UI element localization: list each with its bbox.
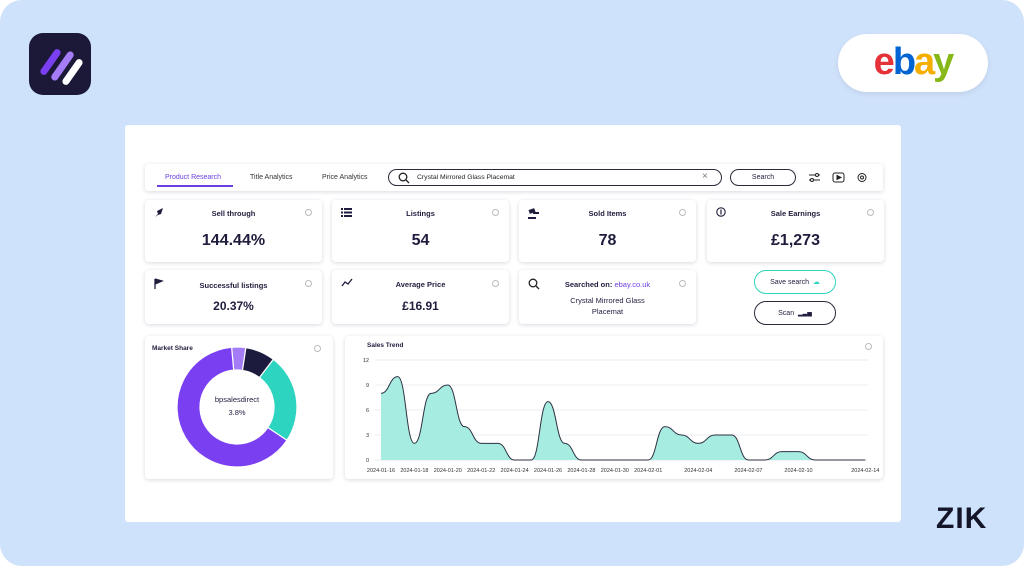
app-logo [29, 33, 91, 95]
stat-value: £1,273 [771, 232, 820, 249]
tab[interactable]: Title Analytics [250, 174, 293, 181]
searched-on: Searched on: ebay.co.uk [519, 280, 696, 289]
x-tick-label: 2024-02-10 [784, 468, 812, 474]
x-tick-label: 2024-01-16 [367, 468, 395, 474]
info-icon[interactable] [314, 345, 321, 352]
gavel-icon [528, 208, 539, 219]
search-icon [528, 278, 540, 290]
rocket-icon [155, 208, 163, 217]
stat-card: Average Price £16.91 [332, 270, 509, 324]
chart-title: Market Share [152, 345, 193, 352]
stat-label: Successful listings [199, 281, 268, 290]
searched-on-label: Searched on: [564, 280, 613, 289]
partner-name: ebay [874, 41, 955, 83]
search-box[interactable]: Crystal Mirrored Glass Placemat × [388, 169, 722, 186]
center-value: 3.8% [228, 408, 245, 417]
x-tick-label: 2024-02-14 [851, 468, 879, 474]
x-tick-label: 2024-01-26 [534, 468, 562, 474]
letter: e [874, 41, 894, 83]
center-label: bpsalesdirect [215, 395, 260, 404]
tab-underline [157, 185, 233, 187]
letter: b [893, 41, 915, 83]
tab[interactable]: Price Analytics [322, 174, 368, 181]
tab[interactable]: Product Research [165, 174, 222, 181]
button-label: Scan [778, 309, 795, 317]
stat-card: Sell through 144.44% [145, 200, 322, 262]
search-button[interactable]: Search [730, 169, 796, 186]
stat-value: 54 [411, 232, 430, 249]
tab-bar: Product Research Title Analytics Price A… [145, 164, 883, 191]
scan-button[interactable]: Scan ▂▃▅ [754, 301, 836, 325]
clear-icon[interactable]: × [702, 171, 708, 182]
info-icon[interactable] [867, 209, 874, 216]
stat-label: Sale Earnings [770, 209, 821, 218]
partner-logo: ebay [874, 41, 957, 83]
searched-query: Crystal Mirrored Glass Placemat [570, 296, 645, 316]
searched-on-site[interactable]: ebay.co.uk [614, 280, 651, 289]
x-tick-label: 2024-02-07 [734, 468, 762, 474]
y-tick-label: 12 [363, 358, 369, 364]
line [380, 376, 866, 461]
y-tick-label: 9 [366, 383, 369, 389]
pie-slice [258, 358, 298, 442]
trend-icon [341, 278, 353, 287]
info-icon[interactable] [305, 209, 312, 216]
partner-badge: ebay [838, 34, 988, 92]
stat-label: Sell through [211, 209, 256, 218]
coin-icon [716, 207, 726, 217]
search-info-card: Searched on: ebay.co.uk Crystal Mirrored… [519, 270, 696, 324]
info-icon[interactable] [679, 280, 686, 287]
info-icon[interactable] [492, 209, 499, 216]
flag-icon [154, 278, 164, 289]
x-tick-label: 2024-01-30 [601, 468, 629, 474]
y-tick-label: 6 [366, 408, 369, 414]
list-icon [341, 208, 352, 217]
x-tick-label: 2024-01-28 [567, 468, 595, 474]
save-search-button[interactable]: Save search ☁ [754, 270, 836, 294]
stat-card: Successful listings 20.37% [145, 270, 322, 324]
search-query: Crystal Mirrored Glass Placemat [417, 174, 515, 181]
x-tick-label: 2024-02-04 [684, 468, 712, 474]
chart-title: Sales Trend [367, 342, 404, 349]
y-tick-label: 3 [366, 433, 369, 439]
stat-card: Listings 54 [332, 200, 509, 262]
brand-text: ZIK [936, 502, 988, 535]
x-tick-label: 2024-02-01 [634, 468, 662, 474]
search-icon [398, 172, 410, 184]
info-icon[interactable] [865, 343, 872, 350]
pie-slice [176, 346, 288, 468]
stat-value: 78 [598, 232, 617, 249]
area [381, 376, 866, 460]
button-label: Save search [770, 278, 810, 286]
x-tick-label: 2024-01-20 [434, 468, 462, 474]
stat-label: Sold Items [588, 209, 627, 218]
stat-card: Sale Earnings £1,273 [707, 200, 884, 262]
stat-label: Listings [406, 209, 435, 218]
y-tick-label: 0 [366, 458, 369, 464]
stat-value: 144.44% [201, 232, 266, 249]
x-tick-label: 2024-01-24 [501, 468, 529, 474]
info-icon[interactable] [305, 280, 312, 287]
stat-value: £16.91 [402, 299, 439, 313]
x-tick-label: 2024-01-18 [400, 468, 428, 474]
stat-card: Sold Items 78 [519, 200, 696, 262]
x-tick-label: 2024-01-22 [467, 468, 495, 474]
stat-label: Average Price [395, 280, 446, 289]
stat-value: 20.37% [213, 299, 254, 313]
letter: y [933, 41, 954, 83]
toolbar-icons [809, 172, 867, 183]
info-icon[interactable] [679, 209, 686, 216]
info-icon[interactable] [492, 280, 499, 287]
